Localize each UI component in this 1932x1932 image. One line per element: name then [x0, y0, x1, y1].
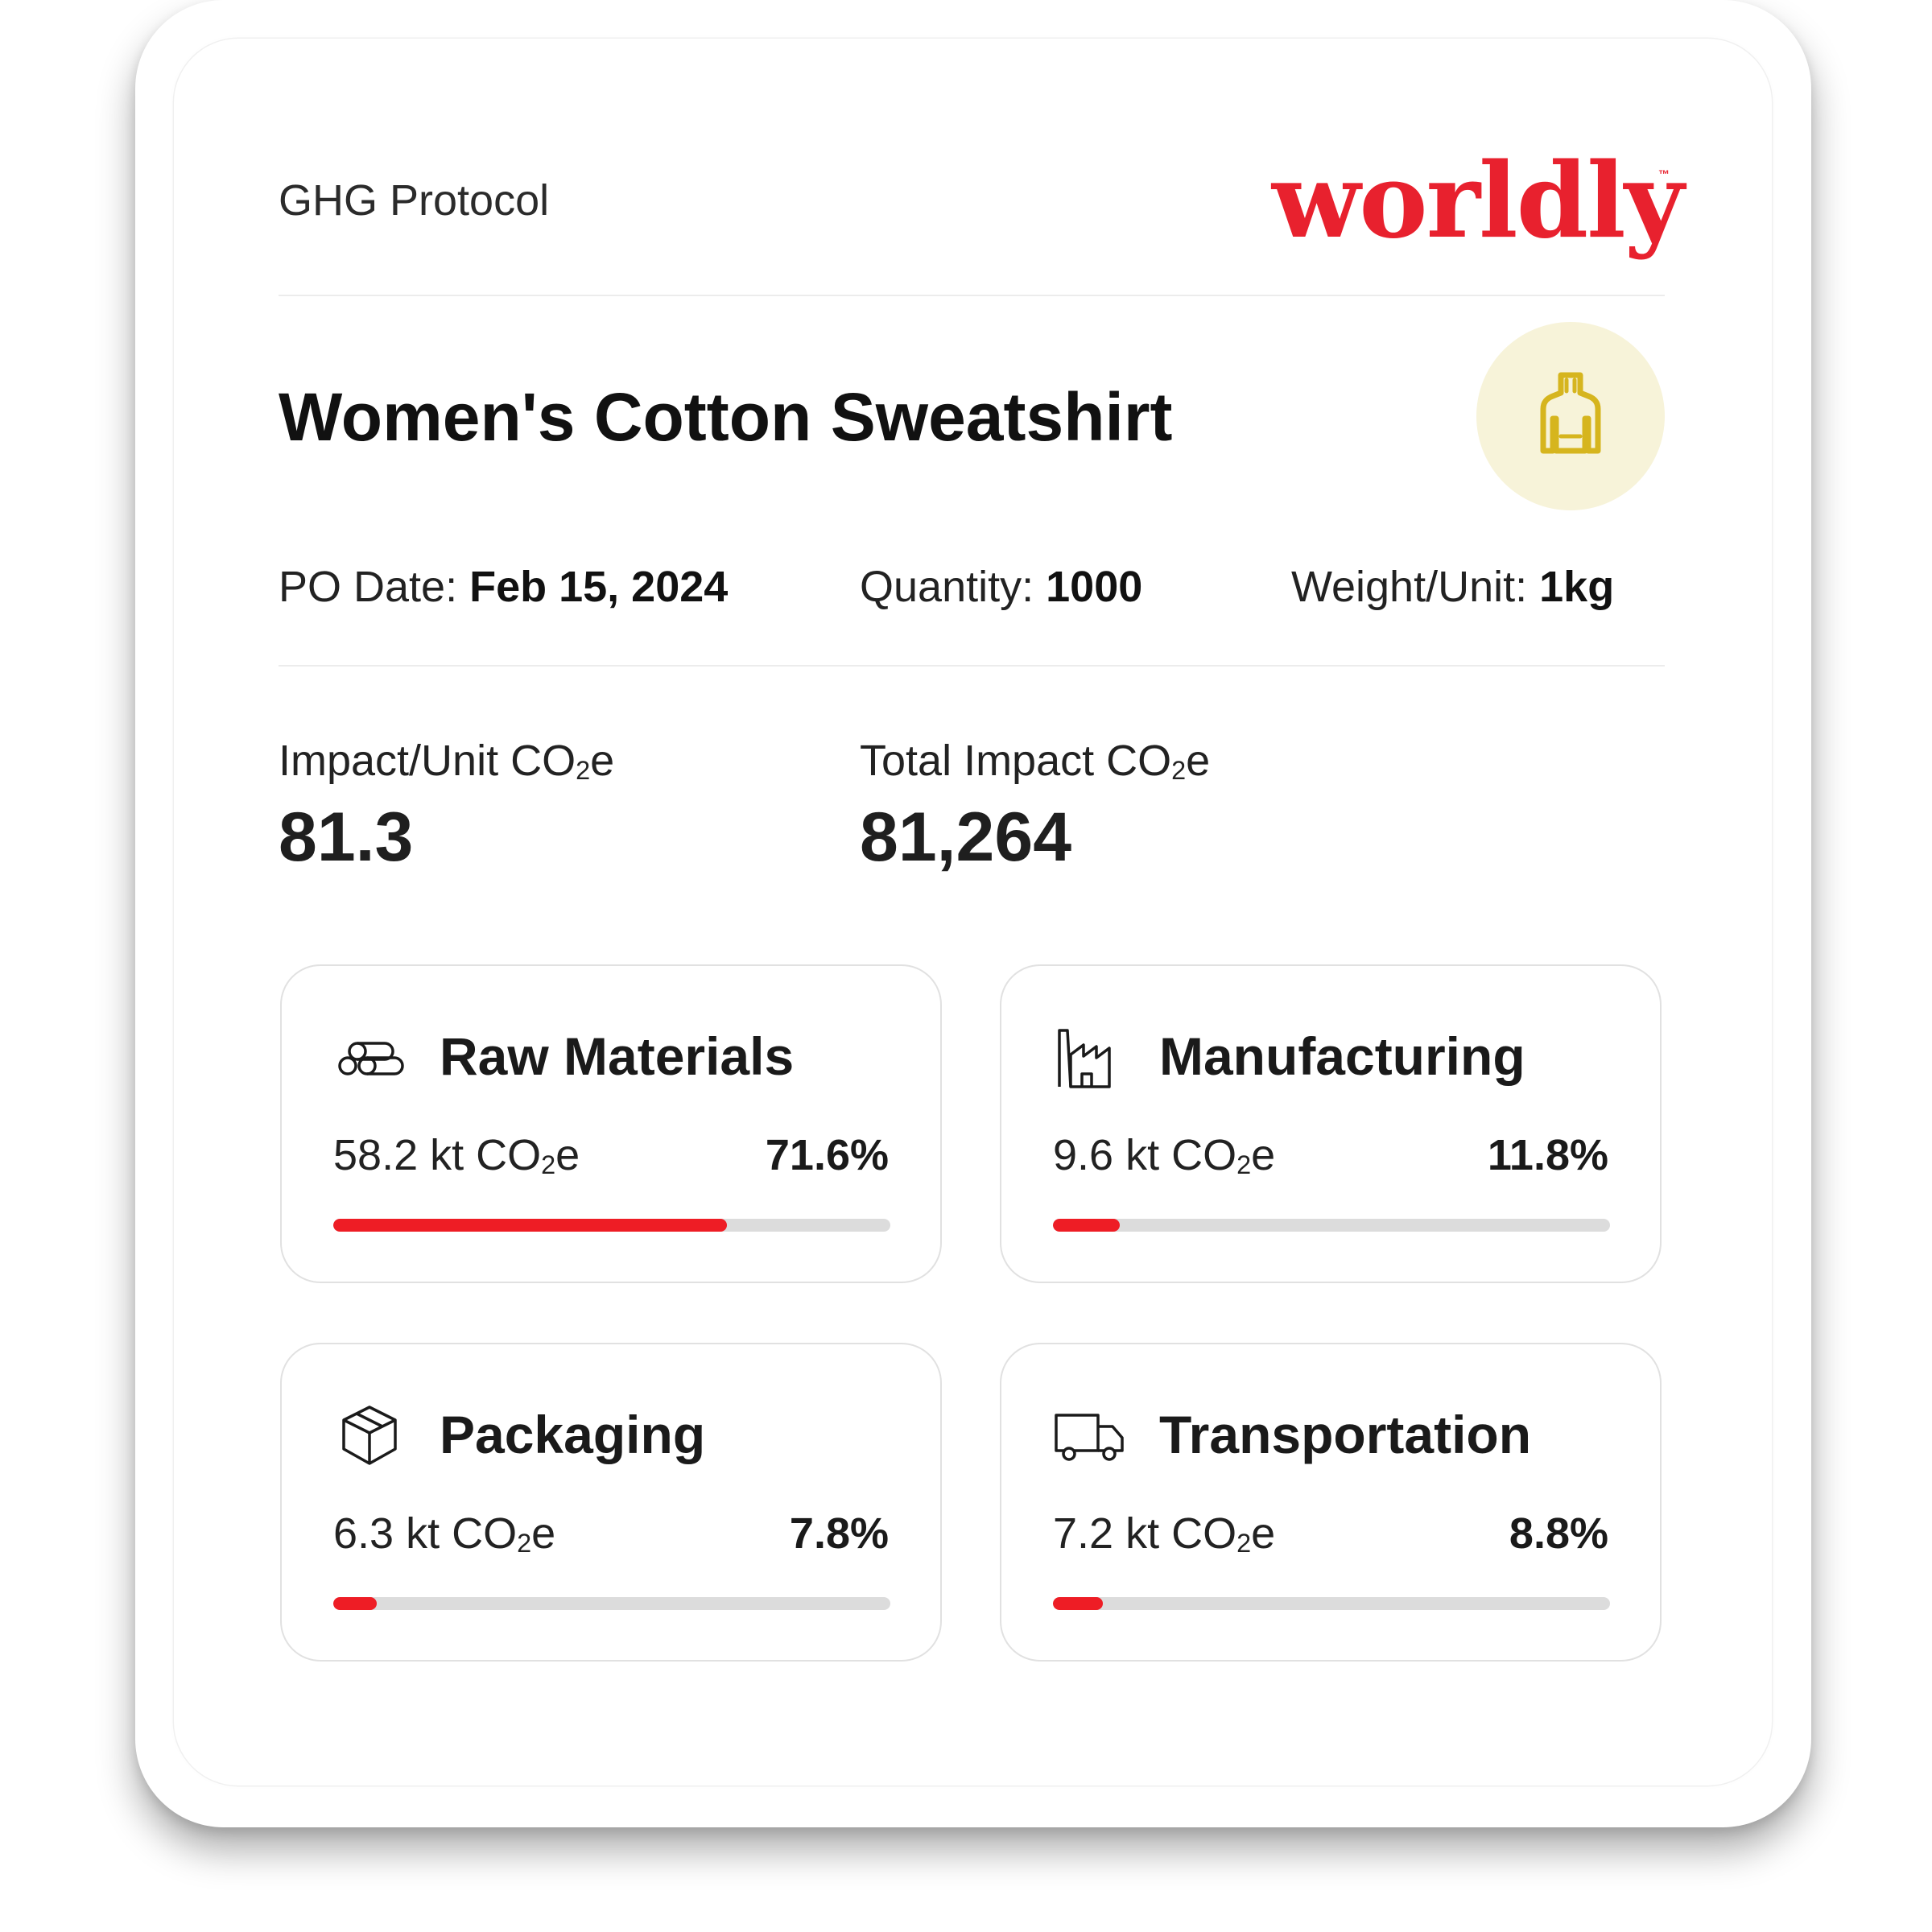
meta-divider	[279, 665, 1665, 667]
category-card-packaging[interactable]: Packaging 6.3 kt CO2e 7.8%	[280, 1343, 942, 1662]
quantity-value: 1000	[1046, 563, 1143, 611]
po-date-label: PO Date:	[279, 563, 458, 611]
total-impact-value: 81,264	[860, 799, 1072, 876]
category-amount: 9.6 kt CO2e	[1053, 1131, 1276, 1179]
category-percent: 71.6%	[765, 1131, 889, 1179]
box-icon	[342, 1406, 397, 1465]
category-progress-fill	[1053, 1597, 1104, 1610]
total-impact-label: Total Impact CO2e	[860, 737, 1211, 785]
category-card-manufacturing[interactable]: Manufacturing 9.6 kt CO2e 11.8%	[1000, 964, 1662, 1283]
category-progress-track	[1053, 1219, 1610, 1232]
po-date: PO Date: Feb 15, 2024	[279, 559, 728, 615]
category-title: Raw Materials	[440, 1026, 795, 1086]
weight-label: Weight/Unit:	[1291, 563, 1528, 611]
category-progress-track	[1053, 1597, 1610, 1610]
product-badge	[1476, 322, 1665, 510]
category-progress-track	[333, 1219, 890, 1232]
po-date-value: Feb 15, 2024	[469, 563, 729, 611]
weight-per-unit: Weight/Unit: 1kg	[1291, 559, 1614, 615]
category-progress-fill	[333, 1597, 377, 1610]
worldly-logo[interactable]: worldly ™	[1272, 145, 1684, 266]
header-divider	[279, 295, 1665, 296]
logo-wordmark: worldly	[1272, 141, 1684, 262]
impact-per-unit-label: Impact/Unit CO2e	[279, 737, 615, 785]
logo-trademark: ™	[1658, 167, 1670, 180]
category-amount: 6.3 kt CO2e	[333, 1509, 556, 1558]
category-amount: 7.2 kt CO2e	[1053, 1509, 1276, 1558]
category-title: Transportation	[1159, 1405, 1532, 1464]
category-progress-fill	[333, 1219, 727, 1232]
category-progress-fill	[1053, 1219, 1121, 1232]
category-card-raw-materials[interactable]: Raw Materials 58.2 kt CO2e 71.6%	[280, 964, 942, 1283]
protocol-label: GHG Protocol	[279, 176, 550, 225]
raw-materials-icon	[338, 1042, 404, 1075]
quantity-label: Quantity:	[860, 563, 1034, 611]
truck-icon	[1055, 1414, 1124, 1461]
category-progress-track	[333, 1597, 890, 1610]
category-percent: 11.8%	[1487, 1131, 1608, 1179]
category-percent: 8.8%	[1509, 1509, 1608, 1558]
factory-icon	[1058, 1029, 1111, 1088]
category-title: Manufacturing	[1159, 1026, 1525, 1086]
sweatshirt-icon	[1540, 372, 1601, 454]
category-card-transportation[interactable]: Transportation 7.2 kt CO2e 8.8%	[1000, 1343, 1662, 1662]
category-title: Packaging	[440, 1405, 706, 1464]
quantity: Quantity: 1000	[860, 559, 1142, 615]
category-amount: 58.2 kt CO2e	[333, 1131, 580, 1179]
impact-per-unit-value: 81.3	[279, 799, 414, 876]
weight-value: 1kg	[1539, 563, 1615, 611]
category-percent: 7.8%	[789, 1509, 889, 1558]
product-title: Women's Cotton Sweatshirt	[279, 379, 1173, 455]
